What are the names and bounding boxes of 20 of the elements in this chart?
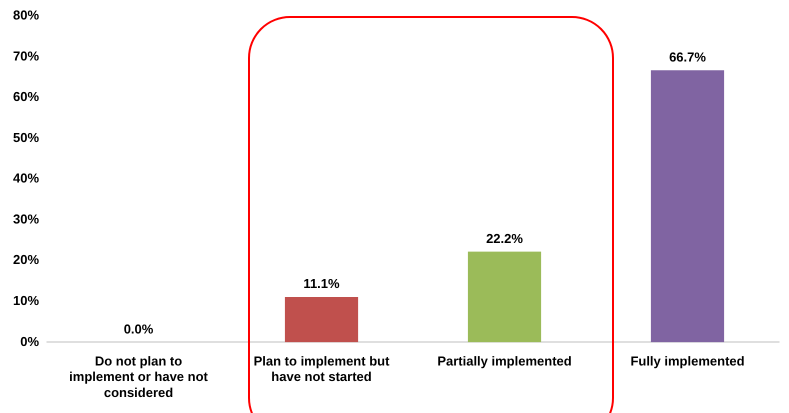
y-tick-label: 10%	[12, 293, 40, 308]
bar	[284, 296, 358, 342]
y-tick-label: 60%	[12, 89, 40, 104]
y-tick-label: 80%	[12, 8, 40, 23]
bar	[650, 70, 724, 342]
x-tick-label: Partially implemented	[437, 354, 572, 369]
data-label: 22.2%	[486, 230, 524, 246]
data-label: 66.7%	[669, 49, 706, 64]
data-label: 11.1%	[303, 276, 340, 292]
bar	[468, 252, 542, 342]
x-tick-label: Fully implemented	[630, 354, 745, 369]
data-label: 0.0%	[124, 321, 154, 336]
y-tick-label: 30%	[12, 211, 40, 226]
y-tick-label: 70%	[12, 48, 40, 64]
y-tick-label: 50%	[12, 130, 40, 145]
y-tick-label: 0%	[20, 334, 40, 349]
x-tick-label: Do not plan to implement or have not considered	[69, 354, 209, 400]
x-tick-label: Plan to implement but have not started	[254, 354, 390, 384]
y-tick-label: 20%	[12, 252, 40, 268]
y-tick-label: 40%	[12, 170, 40, 186]
